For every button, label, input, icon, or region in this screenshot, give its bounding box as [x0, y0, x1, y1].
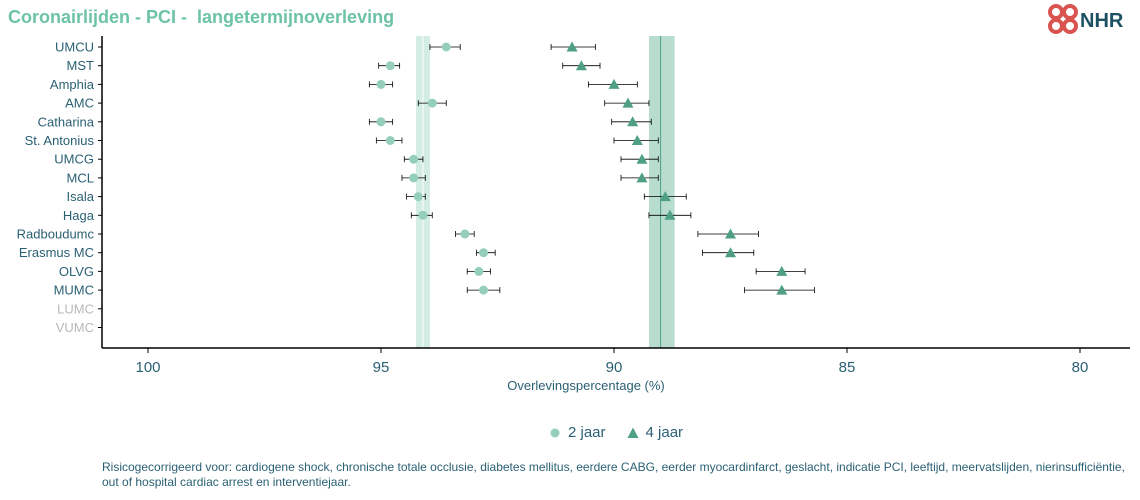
- data-point-2-jaar: [455, 229, 475, 239]
- data-point-2-jaar: [476, 248, 496, 258]
- x-tick-label: 100: [135, 359, 160, 376]
- triangle-marker: [636, 172, 648, 183]
- data-point-4-jaar: [562, 60, 601, 71]
- data-point-2-jaar: [401, 173, 426, 183]
- data-point-2-jaar: [368, 117, 394, 127]
- circle-marker: [376, 79, 386, 89]
- x-tick-label: 95: [373, 359, 390, 376]
- circle-marker: [418, 210, 428, 220]
- y-tick-label: Amphia: [50, 77, 95, 92]
- y-tick-label: MST: [67, 58, 95, 73]
- circle-marker: [479, 248, 489, 258]
- y-tick-label: LUMC: [57, 301, 94, 316]
- data-point-2-jaar: [429, 42, 461, 52]
- y-tick-label: St. Antonius: [25, 133, 95, 148]
- data-point-4-jaar: [613, 135, 659, 145]
- circle-marker: [474, 266, 484, 276]
- triangle-marker: [566, 41, 578, 52]
- circle-marker: [441, 42, 451, 52]
- data-point-2-jaar: [410, 210, 433, 220]
- y-tick-label: Isala: [67, 189, 95, 204]
- data-point-4-jaar: [643, 191, 687, 202]
- triangle-marker: [664, 209, 676, 220]
- legend: 2 jaar 4 jaar: [548, 424, 683, 441]
- circle-marker: [413, 192, 423, 202]
- y-tick-label: OLVG: [59, 264, 94, 279]
- y-tick-label: UMCG: [54, 152, 94, 167]
- circle-marker: [385, 136, 395, 145]
- triangle-marker: [622, 97, 634, 108]
- data-point-4-jaar: [744, 284, 815, 295]
- data-point-2-jaar: [375, 136, 403, 145]
- data-point-4-jaar: [587, 78, 638, 89]
- reference-band-4-jaar: [648, 36, 675, 348]
- circle-marker: [409, 173, 419, 183]
- x-tick-label: 80: [1072, 359, 1089, 376]
- y-tick-label: AMC: [65, 96, 94, 111]
- data-point-2-jaar: [406, 192, 426, 202]
- circle-marker-icon: [550, 428, 560, 437]
- data-point-4-jaar: [620, 153, 659, 164]
- triangle-marker: [659, 191, 671, 202]
- logo-text: NHR: [1080, 10, 1124, 32]
- circle-marker: [479, 285, 489, 295]
- y-tick-label: Radboudumc: [17, 227, 95, 242]
- nhr-logo: NHR: [1046, 2, 1138, 36]
- x-tick-label: 90: [606, 359, 623, 376]
- triangle-marker: [636, 153, 648, 164]
- x-axis-title: Overlevingspercentage (%): [507, 378, 665, 393]
- data-point-4-jaar: [702, 247, 755, 258]
- y-tick-label: Catharina: [38, 114, 95, 129]
- circle-marker: [385, 61, 395, 71]
- y-tick-label: UMCU: [55, 40, 94, 55]
- data-point-4-jaar: [604, 97, 650, 108]
- data-point-4-jaar: [611, 116, 652, 127]
- triangle-marker: [631, 135, 643, 145]
- legend-label: 2 jaar: [568, 424, 606, 441]
- y-tick-label: Haga: [63, 208, 95, 223]
- data-point-2-jaar: [403, 154, 424, 164]
- triangle-marker: [725, 247, 736, 258]
- data-point-4-jaar: [620, 172, 659, 183]
- chart-title: Coronairlijden - PCI - langetermijnoverl…: [8, 7, 395, 27]
- nhr-logo-mark: NHR: [1048, 4, 1124, 34]
- triangle-marker: [575, 60, 587, 71]
- triangle-marker: [776, 284, 788, 295]
- x-tick-label: 85: [839, 359, 856, 376]
- triangle-marker: [608, 78, 620, 89]
- data-point-2-jaar: [417, 98, 447, 108]
- y-tick-label: MCL: [67, 170, 94, 185]
- data-point-2-jaar: [466, 285, 501, 295]
- data-point-4-jaar: [697, 228, 759, 239]
- data-point-4-jaar: [755, 265, 806, 276]
- circle-marker: [409, 154, 419, 164]
- y-tick-label: Erasmus MC: [19, 245, 94, 260]
- triangle-marker: [776, 265, 788, 276]
- circle-marker: [376, 117, 386, 127]
- legend-item-4-jaar: 4 jaar: [626, 424, 684, 441]
- y-tick-label: VUMC: [56, 320, 94, 335]
- triangle-marker: [627, 116, 639, 127]
- circle-marker: [460, 229, 470, 239]
- footnote: Risicogecorrigeerd voor: cardiogene shoc…: [102, 460, 1125, 489]
- y-tick-label: MUMC: [54, 283, 94, 298]
- data-point-2-jaar: [368, 79, 394, 89]
- triangle-marker-icon: [627, 427, 639, 438]
- data-point-2-jaar: [466, 266, 491, 276]
- circle-marker: [427, 98, 437, 108]
- data-point-4-jaar: [550, 41, 596, 52]
- triangle-marker: [725, 228, 736, 239]
- data-point-4-jaar: [648, 209, 692, 220]
- data-point-2-jaar: [378, 61, 401, 71]
- legend-label: 4 jaar: [645, 424, 684, 441]
- legend-item-2-jaar: 2 jaar: [548, 424, 606, 441]
